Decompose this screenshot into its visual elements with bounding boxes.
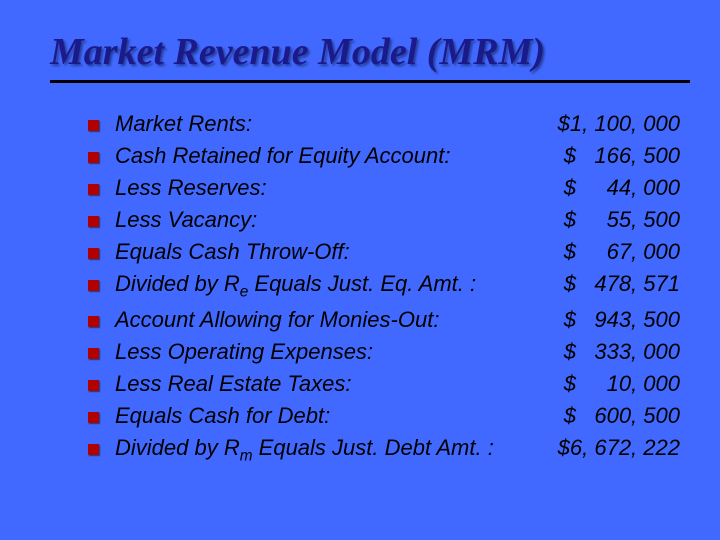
bullet-icon (88, 248, 99, 259)
bullet-icon (88, 216, 99, 227)
bullet-icon (88, 348, 99, 359)
bullet-icon (88, 412, 99, 423)
bullet-icon (88, 380, 99, 391)
list-item: Account Allowing for Monies-Out: $ 943, 5… (88, 307, 680, 333)
list-item: Market Rents: $1, 100, 000 (88, 111, 680, 137)
item-value: $ 44, 000 (564, 175, 680, 201)
item-label: Equals Cash Throw-Off: (115, 239, 350, 265)
item-value: $1, 100, 000 (558, 111, 680, 137)
list-item: Cash Retained for Equity Account: $ 166, … (88, 143, 680, 169)
bullet-list: Market Rents: $1, 100, 000 Cash Retained f… (50, 111, 680, 466)
item-label: Account Allowing for Monies-Out: (115, 307, 439, 333)
item-label: Less Reserves: (115, 175, 267, 201)
bullet-icon (88, 184, 99, 195)
item-label: Less Real Estate Taxes: (115, 371, 351, 397)
page-title: Market Revenue Model (MRM) (50, 30, 680, 74)
slide: Market Revenue Model (MRM) Market Rents:… (0, 0, 720, 540)
list-item: Equals Cash Throw-Off: $ 67, 000 (88, 239, 680, 265)
list-item: Less Reserves: $ 44, 000 (88, 175, 680, 201)
list-item: Divided by Re Equals Just. Eq. Amt. : $ 4… (88, 271, 680, 301)
item-label: Divided by Rm Equals Just. Debt Amt. : (115, 435, 494, 465)
item-label: Market Rents: (115, 111, 252, 137)
item-value: $ 478, 571 (564, 271, 680, 297)
list-item: Less Real Estate Taxes: $ 10, 000 (88, 371, 680, 397)
item-label: Divided by Re Equals Just. Eq. Amt. : (115, 271, 476, 301)
item-label: Equals Cash for Debt: (115, 403, 330, 429)
item-value: $ 67, 000 (564, 239, 680, 265)
bullet-icon (88, 316, 99, 327)
bullet-icon (88, 152, 99, 163)
bullet-icon (88, 280, 99, 291)
bullet-icon (88, 120, 99, 131)
list-item: Less Vacancy: $ 55, 500 (88, 207, 680, 233)
item-label: Less Vacancy: (115, 207, 257, 233)
item-value: $ 55, 500 (564, 207, 680, 233)
item-value: $ 333, 000 (564, 339, 680, 365)
item-value: $ 943, 500 (564, 307, 680, 333)
bullet-icon (88, 444, 99, 455)
list-item: Less Operating Expenses: $ 333, 000 (88, 339, 680, 365)
item-value: $ 600, 500 (564, 403, 680, 429)
item-value: $ 166, 500 (564, 143, 680, 169)
title-rule (50, 80, 690, 83)
list-item: Equals Cash for Debt: $ 600, 500 (88, 403, 680, 429)
item-label: Cash Retained for Equity Account: (115, 143, 450, 169)
list-item: Divided by Rm Equals Just. Debt Amt. : $6… (88, 435, 680, 465)
item-value: $ 10, 000 (564, 371, 680, 397)
item-label: Less Operating Expenses: (115, 339, 373, 365)
item-value: $6, 672, 222 (558, 435, 680, 461)
